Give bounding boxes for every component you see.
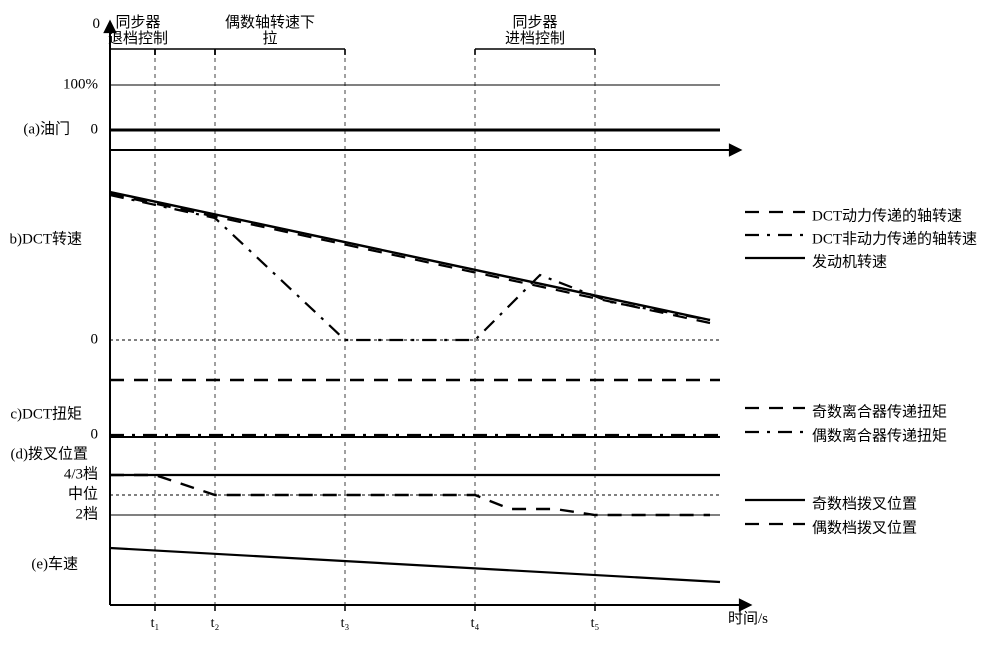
svg-text:0: 0 [91, 426, 99, 442]
svg-text:t₃: t₃ [341, 616, 350, 631]
svg-text:(c)DCT扭矩: (c)DCT扭矩 [10, 405, 82, 422]
svg-text:t₂: t₂ [211, 616, 220, 631]
svg-text:发动机转速: 发动机转速 [812, 253, 887, 270]
svg-text:时间/s: 时间/s [728, 610, 768, 627]
svg-text:DCT非动力传递的轴转速: DCT非动力传递的轴转速 [812, 230, 977, 247]
svg-text:进档控制: 进档控制 [505, 30, 565, 47]
svg-text:(b)DCT转速: (b)DCT转速 [10, 230, 82, 247]
svg-text:DCT动力传递的轴转速: DCT动力传递的轴转速 [812, 207, 962, 224]
svg-text:2档: 2档 [75, 505, 98, 522]
svg-text:(a)油门: (a)油门 [23, 120, 70, 137]
svg-text:t₁: t₁ [151, 616, 160, 631]
svg-text:退档控制: 退档控制 [108, 30, 168, 47]
svg-text:奇数档拨叉位置: 奇数档拨叉位置 [812, 495, 917, 512]
svg-text:4/3档: 4/3档 [64, 465, 98, 482]
svg-text:(e)车速: (e)车速 [31, 555, 78, 572]
svg-text:t₄: t₄ [471, 616, 480, 631]
svg-text:0: 0 [91, 331, 99, 347]
svg-text:同步器: 同步器 [512, 14, 557, 31]
svg-text:偶数离合器传递扭矩: 偶数离合器传递扭矩 [812, 427, 947, 444]
svg-text:奇数离合器传递扭矩: 奇数离合器传递扭矩 [812, 403, 947, 420]
svg-text:100%: 100% [63, 76, 98, 92]
svg-text:0: 0 [91, 121, 99, 137]
svg-text:偶数档拨叉位置: 偶数档拨叉位置 [812, 519, 917, 536]
timing-diagram: 同步器退档控制偶数轴转速下拉同步器进档控制0100%0(a)油门(b)DCT转速… [10, 10, 990, 639]
svg-text:0: 0 [93, 16, 101, 32]
svg-text:t₅: t₅ [591, 616, 600, 631]
svg-text:拉: 拉 [262, 30, 277, 47]
svg-text:(d)拨叉位置: (d)拨叉位置 [11, 445, 89, 462]
svg-text:偶数轴转速下: 偶数轴转速下 [225, 14, 315, 31]
svg-text:同步器: 同步器 [115, 14, 160, 31]
svg-text:中位: 中位 [68, 485, 98, 502]
